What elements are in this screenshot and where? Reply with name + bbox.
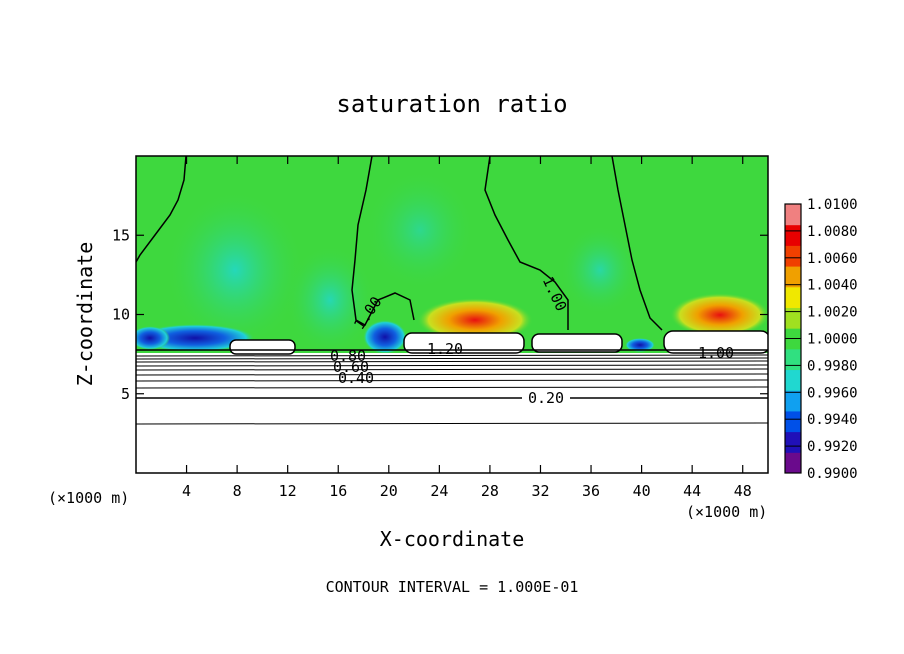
colorbar-segment <box>785 348 801 371</box>
contour-label: 1.00 <box>698 344 734 362</box>
colorbar-label: 0.9960 <box>807 385 858 401</box>
colorbar-segment <box>785 390 801 412</box>
colorbar-label: 0.9940 <box>807 412 858 428</box>
contour-label: 0.80 <box>330 347 366 365</box>
x-unit-right: (×1000 m) <box>686 503 767 521</box>
colorbar-label: 1.0040 <box>807 278 858 294</box>
colorbar-segment <box>785 286 801 308</box>
colorbar-label: 1.0100 <box>807 197 858 213</box>
colorbar-label: 1.0080 <box>807 224 858 240</box>
contour-interval-note: CONTOUR INTERVAL = 1.000E-01 <box>326 578 579 596</box>
colorbar-segment <box>785 410 801 433</box>
colorbar-label: 0.9900 <box>807 466 858 482</box>
x-tick-label: 32 <box>531 482 549 500</box>
colorbar-segment <box>785 224 801 246</box>
x-tick-label: 16 <box>329 482 347 500</box>
colorbar-segment <box>785 369 801 391</box>
contour-label: 0.40 <box>338 369 374 387</box>
x-tick-label: 4 <box>182 482 191 500</box>
x-tick-label: 12 <box>279 482 297 500</box>
colorbar-segment <box>785 431 801 453</box>
y-axis-ticks: 5 10 15 <box>112 226 768 403</box>
x-tick-label: 28 <box>481 482 499 500</box>
colorbar-segment <box>785 307 801 329</box>
x-unit-left: (×1000 m) <box>48 489 129 507</box>
x-tick-label: 36 <box>582 482 600 500</box>
x-tick-label: 20 <box>380 482 398 500</box>
chart-title: saturation ratio <box>336 90 567 118</box>
colorbar-label: 1.0000 <box>807 332 858 348</box>
colorbar: 1.0100 1.0080 1.0060 1.0040 1.0020 1.0000 0.99… <box>784 197 858 482</box>
colorbar-segment <box>785 245 801 267</box>
y-axis-label: Z-coordinate <box>73 242 97 387</box>
colorbar-label: 1.0060 <box>807 251 858 267</box>
colorbar-segment <box>785 266 801 288</box>
y-tick-label: 5 <box>121 385 130 403</box>
x-tick-label: 48 <box>734 482 752 500</box>
contour-label-bg <box>522 391 570 406</box>
y-tick-label: 10 <box>112 306 130 324</box>
x-axis-ticks: 4 8 12 16 20 24 28 32 36 40 44 48 <box>182 156 752 500</box>
contour-label: 0.60 <box>333 358 369 376</box>
colorbar-label: 0.9920 <box>807 439 858 455</box>
x-tick-label: 44 <box>683 482 701 500</box>
colorbar-label: 1.0020 <box>807 305 858 321</box>
x-axis-label: X-coordinate <box>380 527 525 551</box>
contour-label: 1.20 <box>427 340 463 358</box>
colorbar-label: 0.9980 <box>807 358 858 374</box>
x-tick-label: 8 <box>233 482 242 500</box>
contour-label: 0.20 <box>528 389 564 407</box>
x-tick-label: 40 <box>633 482 651 500</box>
y-tick-label: 15 <box>112 226 130 244</box>
x-tick-label: 24 <box>430 482 448 500</box>
saturation-field <box>136 156 768 473</box>
colorbar-segment <box>785 204 801 226</box>
colorbar-segment <box>785 452 801 474</box>
